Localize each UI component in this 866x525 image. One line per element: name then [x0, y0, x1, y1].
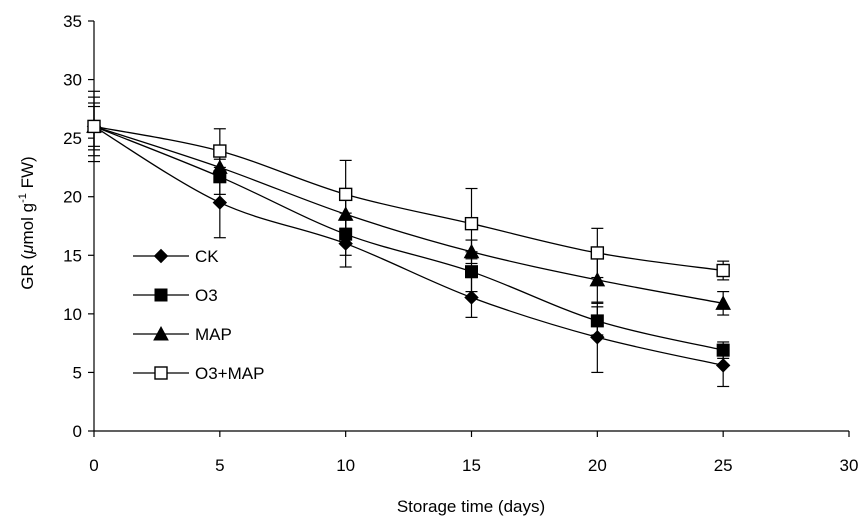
legend-item: MAP [133, 325, 232, 344]
legend-label: MAP [195, 325, 232, 344]
legend-label: O3+MAP [195, 364, 264, 383]
x-tick-label: 25 [714, 456, 733, 475]
y-axis-title-mu: μ [18, 244, 37, 255]
data-point [464, 290, 479, 305]
data-point [338, 187, 353, 202]
series-line-2 [93, 125, 724, 304]
series-line-0 [93, 125, 724, 367]
series-line-1 [93, 125, 724, 351]
y-tick-label: 15 [63, 246, 82, 265]
data-point [465, 265, 478, 279]
legend-label: CK [195, 247, 219, 266]
x-axis-title: Storage time (days) [397, 497, 545, 516]
y-tick-label: 35 [63, 12, 82, 31]
data-point [716, 343, 730, 357]
data-point [715, 358, 731, 373]
x-tick-label: 0 [89, 456, 98, 475]
x-tick-label: 30 [840, 456, 859, 475]
data-point [716, 263, 730, 278]
x-tick-label: 15 [462, 456, 481, 475]
y-axis-title: GR (μmol g-1 FW) [17, 156, 37, 289]
data-point [211, 159, 228, 174]
x-tick-label: 10 [336, 456, 355, 475]
y-tick-label: 5 [73, 363, 82, 382]
y-tick-label: 0 [73, 422, 82, 441]
y-tick-label: 10 [63, 305, 82, 324]
data-point [339, 227, 353, 241]
legend-marker [154, 366, 168, 380]
legend: CK O3 MAP O3+MAP [133, 247, 264, 383]
y-axis-title-suffix: FW) [18, 156, 37, 193]
data-point [87, 119, 101, 134]
x-tick-label: 20 [588, 456, 607, 475]
legend-marker [153, 248, 169, 264]
series-line-3 [93, 125, 724, 272]
y-tick-label: 25 [63, 129, 82, 148]
legend-item: O3+MAP [133, 364, 264, 383]
data-point [589, 271, 606, 287]
axes: 0 5 10 15 20 25 30 35 0 5 10 15 20 25 30 [63, 12, 858, 475]
legend-marker [153, 325, 169, 341]
legend-item: O3 [133, 286, 218, 305]
plot-area [86, 90, 732, 388]
y-tick-label: 30 [63, 71, 82, 90]
data-point [715, 295, 732, 310]
legend-item: CK [133, 247, 219, 266]
x-tick-label: 5 [215, 456, 224, 475]
data-point [464, 216, 479, 231]
data-point [590, 246, 605, 260]
y-tick-label: 20 [63, 188, 82, 207]
y-axis-title-mid: mol g [18, 203, 37, 245]
data-point [590, 330, 605, 345]
data-point [463, 243, 480, 259]
data-point [590, 314, 604, 328]
data-point [212, 195, 228, 210]
legend-marker [154, 288, 168, 302]
data-point [337, 206, 354, 221]
data-point [213, 144, 227, 158]
legend-label: O3 [195, 286, 218, 305]
y-axis-title-sup: -1 [17, 193, 29, 203]
y-axis-title-prefix: GR ( [18, 253, 37, 289]
